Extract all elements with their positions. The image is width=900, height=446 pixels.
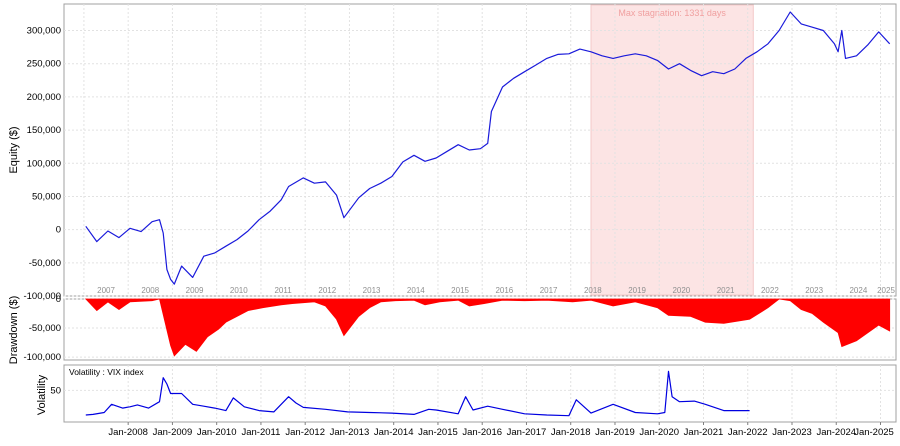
y-tick-label: 0 (56, 294, 61, 305)
y-tick-label: 300,000 (27, 26, 61, 37)
year-label: 2007 (97, 286, 115, 295)
legend-label: Volatility : VIX index (69, 367, 144, 377)
x-tick-label: Jan-2014 (374, 427, 414, 438)
x-tick-label: Jan-2021 (684, 427, 724, 438)
year-label: 2013 (363, 286, 381, 295)
x-tick-label: Jan-2020 (639, 427, 679, 438)
year-label: 2018 (584, 286, 602, 295)
x-tick-label: Jan-2012 (285, 427, 325, 438)
x-tick-label: Jan-2017 (507, 427, 547, 438)
year-label: 2023 (805, 286, 823, 295)
x-tick-label: Jan-2016 (462, 427, 502, 438)
equity-panel: Max stagnation: 1331 days -100,000 -50,000… (8, 3, 897, 302)
x-tick-label: Jan-2023 (772, 427, 812, 438)
year-label: 2008 (141, 286, 159, 295)
volatility-panel: 50 Jan-2008 Jan-2009 Jan-2010 Jan-2011 Jan-20… (36, 364, 897, 438)
drawdown-panel: -100,000 -50,000 0 Drawdown ($) (8, 294, 897, 364)
y-tick-label: -100,000 (23, 352, 61, 363)
plot-area (63, 364, 897, 423)
stagnation-band (590, 4, 754, 296)
y-tick-label: 0 (56, 225, 61, 236)
x-tick-label: Jan-2015 (418, 427, 458, 438)
y-tick-label: -100,000 (23, 291, 61, 302)
drawdown-area (84, 298, 891, 357)
year-label: 2015 (451, 286, 469, 295)
stagnation-label: Max stagnation: 1331 days (618, 8, 726, 18)
x-tick-label: Jan-2013 (330, 427, 370, 438)
y-tick-label: -50,000 (29, 258, 61, 269)
y-axis-label: Equity ($) (8, 126, 20, 173)
equity-line (85, 11, 891, 285)
year-label: 2022 (761, 286, 779, 295)
y-axis-label: Volatility (36, 374, 48, 415)
y-tick-label: 150,000 (27, 125, 61, 136)
year-label: 2021 (717, 286, 735, 295)
year-label: 2024 (849, 286, 867, 295)
year-label: 2009 (186, 286, 204, 295)
year-label: 2010 (230, 286, 248, 295)
vix-line (85, 370, 750, 417)
year-label: 2019 (628, 286, 646, 295)
x-tick-label: Jan-2022 (728, 427, 768, 438)
x-tick-label: Jan-2019 (595, 427, 635, 438)
y-tick-label: -50,000 (29, 323, 61, 334)
year-label: 2014 (407, 286, 425, 295)
plot-area (63, 3, 897, 297)
year-label: 2016 (495, 286, 513, 295)
x-tick-label: Jan-2009 (153, 427, 193, 438)
year-label: 2025 (877, 286, 895, 295)
y-tick-label: 200,000 (27, 92, 61, 103)
y-axis-label: Drawdown ($) (8, 296, 20, 364)
x-tick-label: Jan-2025 (854, 427, 894, 438)
year-label: 2017 (540, 286, 558, 295)
x-tick-label: Jan-2024 (816, 427, 856, 438)
y-tick-label: 50,000 (32, 191, 61, 202)
year-label: 2011 (274, 286, 292, 295)
year-label: 2012 (318, 286, 336, 295)
y-tick-label: 250,000 (27, 59, 61, 70)
x-tick-label: Jan-2018 (551, 427, 591, 438)
year-label: 2020 (672, 286, 690, 295)
x-tick-label: Jan-2008 (108, 427, 148, 438)
x-tick-label: Jan-2010 (197, 427, 237, 438)
y-tick-label: 50 (50, 385, 61, 396)
x-tick-label: Jan-2011 (241, 427, 280, 438)
y-tick-label: 100,000 (27, 158, 61, 169)
